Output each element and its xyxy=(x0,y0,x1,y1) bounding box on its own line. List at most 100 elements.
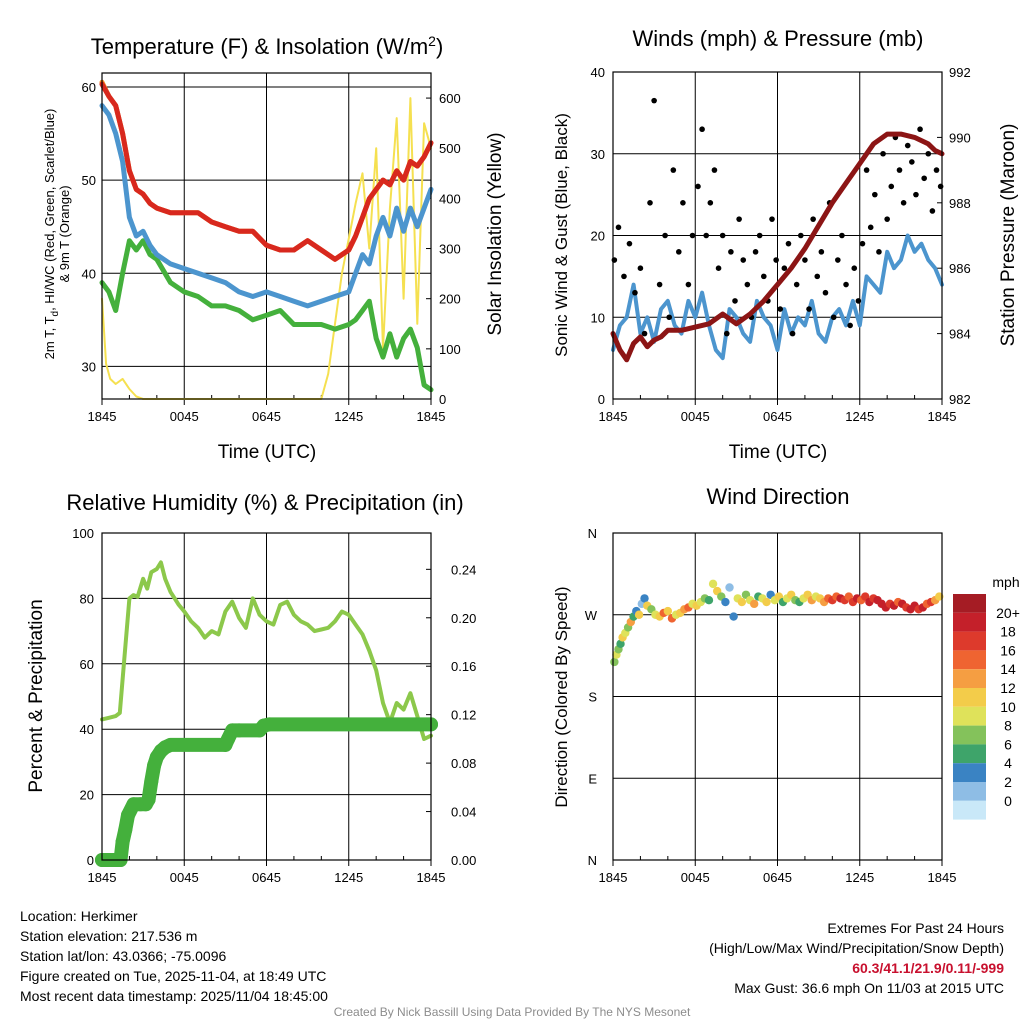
y2-tick-label: 100 xyxy=(439,342,461,357)
legend-swatch xyxy=(953,706,986,726)
y2-tick-label: 992 xyxy=(949,65,971,80)
gust-point xyxy=(670,167,677,173)
direction-point xyxy=(729,612,738,621)
direction-point xyxy=(616,639,625,649)
gust-point xyxy=(744,281,751,288)
gust-point xyxy=(676,249,682,255)
direction-point xyxy=(935,592,944,601)
y2-tick-label: 0.24 xyxy=(451,562,476,577)
winds-xlabel: Time (UTC) xyxy=(729,442,828,463)
precip-point xyxy=(121,808,136,823)
x-tick-label: 0645 xyxy=(763,409,792,424)
legend-swatch xyxy=(953,612,986,632)
y2-tick-label: 984 xyxy=(949,327,971,342)
legend-label: 4 xyxy=(1004,755,1012,771)
gust-point xyxy=(802,257,808,263)
gust-point xyxy=(904,142,911,149)
y-tick-label: E xyxy=(588,771,597,786)
gust-point xyxy=(789,330,796,337)
gust-point xyxy=(867,224,874,231)
gust-point xyxy=(711,167,718,173)
x-tick-label: 1845 xyxy=(417,409,446,424)
y-tick-label: 100 xyxy=(72,526,94,541)
y2-tick-label: 0 xyxy=(439,392,446,407)
recent-text: Most recent data timestamp: 2025/11/04 1… xyxy=(20,988,328,1004)
precip-point xyxy=(144,774,159,789)
gust-point xyxy=(752,249,759,255)
y-tick-label: 30 xyxy=(82,359,96,374)
gust-point xyxy=(880,150,886,157)
gust-point xyxy=(732,298,738,304)
winds-plot-area: 1845 0045 0645 1245 1845 0 10 20 30 40 982 984 986 98… xyxy=(591,65,971,424)
gust-point xyxy=(814,273,821,280)
direction-point xyxy=(708,579,718,589)
winds-title: Winds (mph) & Pressure (mb) xyxy=(633,26,924,51)
y-tick-label: 20 xyxy=(591,229,605,244)
direction-point xyxy=(640,594,649,603)
humidity-plot-area: 1845 0045 0645 1245 1845 0 20 40 60 80 100 0.00 0.04… xyxy=(72,526,476,885)
gust-point xyxy=(830,314,837,321)
x-tick-label: 0645 xyxy=(252,870,281,885)
y2-tick-label: 400 xyxy=(439,191,461,206)
insolation-ylabel: Solar Insolation (Yellow) xyxy=(485,132,506,335)
precip-point xyxy=(118,822,133,837)
legend-swatch xyxy=(953,744,986,764)
temperature-ylabel-line1: 2m T, Td, HI/WC (Red, Green, Scarlet/Blu… xyxy=(42,109,61,360)
x-tick-label: 1845 xyxy=(928,870,957,885)
y2-tick-label: 986 xyxy=(949,261,971,276)
y2-tick-label: 0.08 xyxy=(451,756,476,771)
gust-point xyxy=(615,224,622,231)
gust-point xyxy=(656,281,663,288)
direction-point xyxy=(737,597,747,607)
gust-point xyxy=(760,273,767,280)
precip-point xyxy=(262,717,277,732)
y-tick-label: N xyxy=(588,526,597,541)
y2-tick-label: 600 xyxy=(439,91,461,106)
gust-point xyxy=(843,281,849,288)
x-tick-label: 1245 xyxy=(845,870,874,885)
y2-tick-label: 500 xyxy=(439,141,461,156)
precip-point xyxy=(115,834,130,849)
gust-point xyxy=(909,159,915,165)
y2-tick-label: 300 xyxy=(439,242,461,257)
x-tick-label: 1245 xyxy=(845,409,874,424)
series-station-pressure xyxy=(610,131,945,363)
extremes-desc: (High/Low/Max Wind/Precipitation/Snow De… xyxy=(709,940,1004,956)
gust-point xyxy=(662,232,668,239)
gust-point xyxy=(756,232,763,239)
gust-point xyxy=(680,200,686,206)
legend-label: 2 xyxy=(1004,774,1012,790)
series-2m-temperature xyxy=(99,81,434,262)
gust-point xyxy=(929,208,936,214)
gust-point xyxy=(900,200,907,206)
y-tick-label: 60 xyxy=(82,80,96,95)
legend-label: 14 xyxy=(1000,661,1016,677)
gust-point xyxy=(740,257,747,263)
gust-point xyxy=(818,249,825,255)
legend-swatch xyxy=(953,650,986,670)
gust-point xyxy=(798,232,804,239)
gust-point xyxy=(685,281,692,288)
y2-tick-label: 988 xyxy=(949,196,971,211)
winds-ylabel: Sonic Wind & Gust (Blue, Black) xyxy=(552,113,571,357)
gust-point xyxy=(847,322,853,329)
y-tick-label: 0 xyxy=(598,392,605,407)
gust-point xyxy=(723,330,730,337)
direction-point xyxy=(663,606,673,616)
gust-point xyxy=(773,257,779,263)
series-sustained-wind xyxy=(611,233,944,361)
direction-point xyxy=(749,599,759,609)
gust-point xyxy=(835,257,841,263)
y-tick-label: 40 xyxy=(80,722,94,737)
precip-point xyxy=(163,737,178,752)
legend-label: 0 xyxy=(1004,793,1012,809)
y-tick-label: 50 xyxy=(82,173,96,188)
y-tick-label: 10 xyxy=(591,310,605,325)
x-tick-label: 1245 xyxy=(334,409,363,424)
gust-point xyxy=(785,240,792,247)
y2-tick-label: 0.00 xyxy=(451,853,476,868)
legend-swatch xyxy=(953,669,986,688)
credit-text: Created By Nick Bassill Using Data Provi… xyxy=(333,1005,691,1019)
y2-tick-label: 0.20 xyxy=(451,611,476,626)
